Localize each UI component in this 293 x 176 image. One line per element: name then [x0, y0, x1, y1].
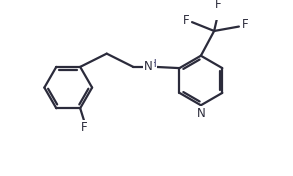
- Text: N: N: [197, 107, 205, 120]
- Text: F: F: [215, 0, 222, 11]
- Text: H: H: [149, 59, 156, 69]
- Text: N: N: [144, 60, 153, 73]
- Text: F: F: [242, 18, 248, 31]
- Text: F: F: [81, 121, 88, 134]
- Text: F: F: [183, 14, 189, 27]
